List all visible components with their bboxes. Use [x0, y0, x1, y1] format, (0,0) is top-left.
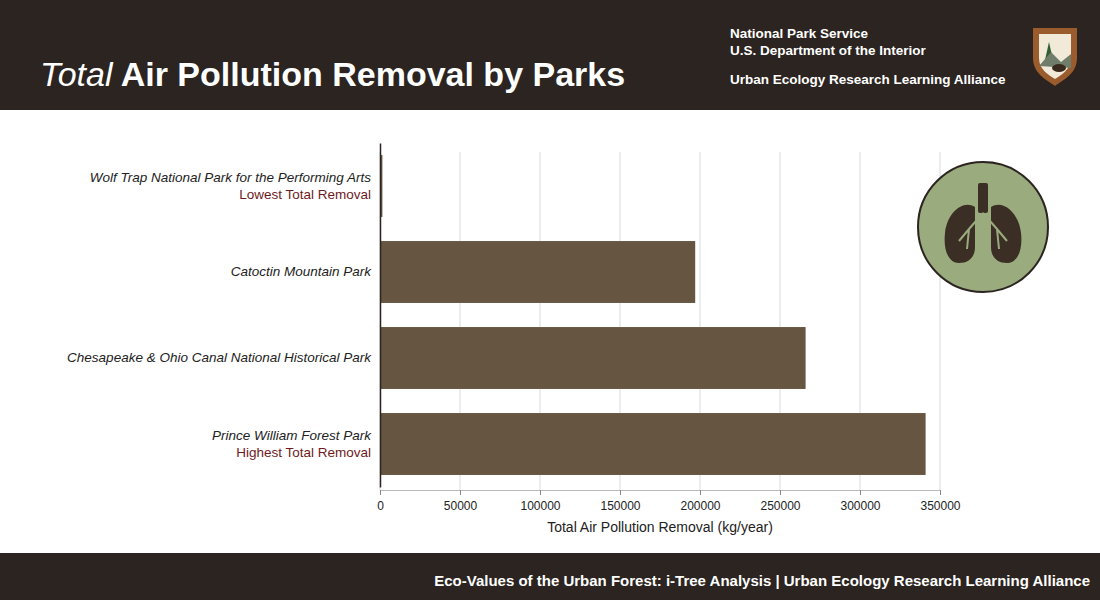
header-alliance: Urban Ecology Research Learning Alliance — [730, 72, 1006, 87]
logo-bison — [1052, 64, 1066, 72]
x-tick: 50000 — [444, 490, 478, 513]
x-axis-title: Total Air Pollution Removal (kg/year) — [547, 519, 773, 535]
annotation: Lowest Total Removal — [239, 187, 371, 202]
x-tick-label: 300000 — [840, 499, 880, 513]
title-emphasis: Total — [40, 55, 114, 93]
x-tick-mark — [940, 490, 941, 495]
annotation: Highest Total Removal — [236, 445, 371, 460]
x-tick: 100000 — [520, 490, 560, 513]
x-tick-mark — [860, 490, 861, 495]
y-tick-label: Chesapeake & Ohio Canal National Histori… — [67, 350, 372, 365]
chart-svg: Total Air Pollution Removal by Parks Nati… — [0, 0, 1100, 600]
y-tick-label: Catoctin Mountain Park — [231, 264, 373, 279]
y-tick: Wolf Trap National Park for the Performi… — [90, 170, 380, 202]
title: Total Air Pollution Removal by Parks — [40, 55, 625, 93]
bar — [380, 413, 926, 475]
x-axis: 0 50000 100000 150000 200000 250000 300000 3500… — [377, 490, 961, 513]
y-tick: Chesapeake & Ohio Canal National Histori… — [67, 350, 380, 365]
header-organization: National Park Service — [730, 26, 869, 41]
bar — [380, 241, 695, 303]
footer-band — [0, 553, 1100, 600]
x-tick-label: 100000 — [520, 499, 560, 513]
x-tick: 150000 — [600, 490, 640, 513]
bar — [380, 327, 806, 389]
x-tick-mark — [540, 490, 541, 495]
x-tick-mark — [700, 490, 701, 495]
x-axis-line — [381, 490, 941, 491]
x-tick-mark — [780, 490, 781, 495]
x-tick-label: 0 — [377, 499, 384, 513]
x-tick-label: 200000 — [680, 499, 720, 513]
x-tick-label: 350000 — [920, 499, 960, 513]
title-main: Air Pollution Removal by Parks — [112, 55, 625, 93]
footer-text: Eco-Values of the Urban Forest: i-Tree A… — [434, 572, 1090, 589]
header-band — [0, 0, 1100, 110]
logo-arrowhead — [1033, 28, 1077, 86]
icon-lung-left — [945, 205, 975, 263]
y-tick-label: Wolf Trap National Park for the Performi… — [90, 170, 372, 185]
y-axis-line — [380, 144, 382, 488]
y-axis: Wolf Trap National Park for the Performi… — [67, 144, 380, 488]
x-tick-label: 150000 — [600, 499, 640, 513]
x-tick: 0 — [377, 490, 384, 513]
grid — [380, 152, 940, 490]
y-tick-label: Prince William Forest Park — [212, 428, 372, 443]
lung-icon — [918, 162, 1048, 292]
x-tick-label: 250000 — [760, 499, 800, 513]
x-tick: 250000 — [760, 490, 800, 513]
x-tick: 350000 — [920, 490, 960, 513]
icon-circle — [918, 162, 1048, 292]
icon-trachea — [978, 183, 988, 213]
icon-lung-right — [991, 205, 1021, 263]
x-tick-mark — [620, 490, 621, 495]
logo — [1033, 28, 1077, 86]
x-tick: 200000 — [680, 490, 720, 513]
x-tick-label: 50000 — [444, 499, 478, 513]
header-department: U.S. Department of the Interior — [730, 43, 927, 58]
x-tick: 300000 — [840, 490, 880, 513]
y-tick: Catoctin Mountain Park — [231, 264, 380, 279]
icon-bronchi — [959, 213, 1007, 249]
logo-field — [1039, 34, 1071, 79]
y-tick: Prince William Forest Park Highest Total … — [212, 428, 380, 460]
x-tick-mark — [460, 490, 461, 495]
x-tick-mark — [380, 490, 381, 495]
bars — [380, 155, 926, 475]
